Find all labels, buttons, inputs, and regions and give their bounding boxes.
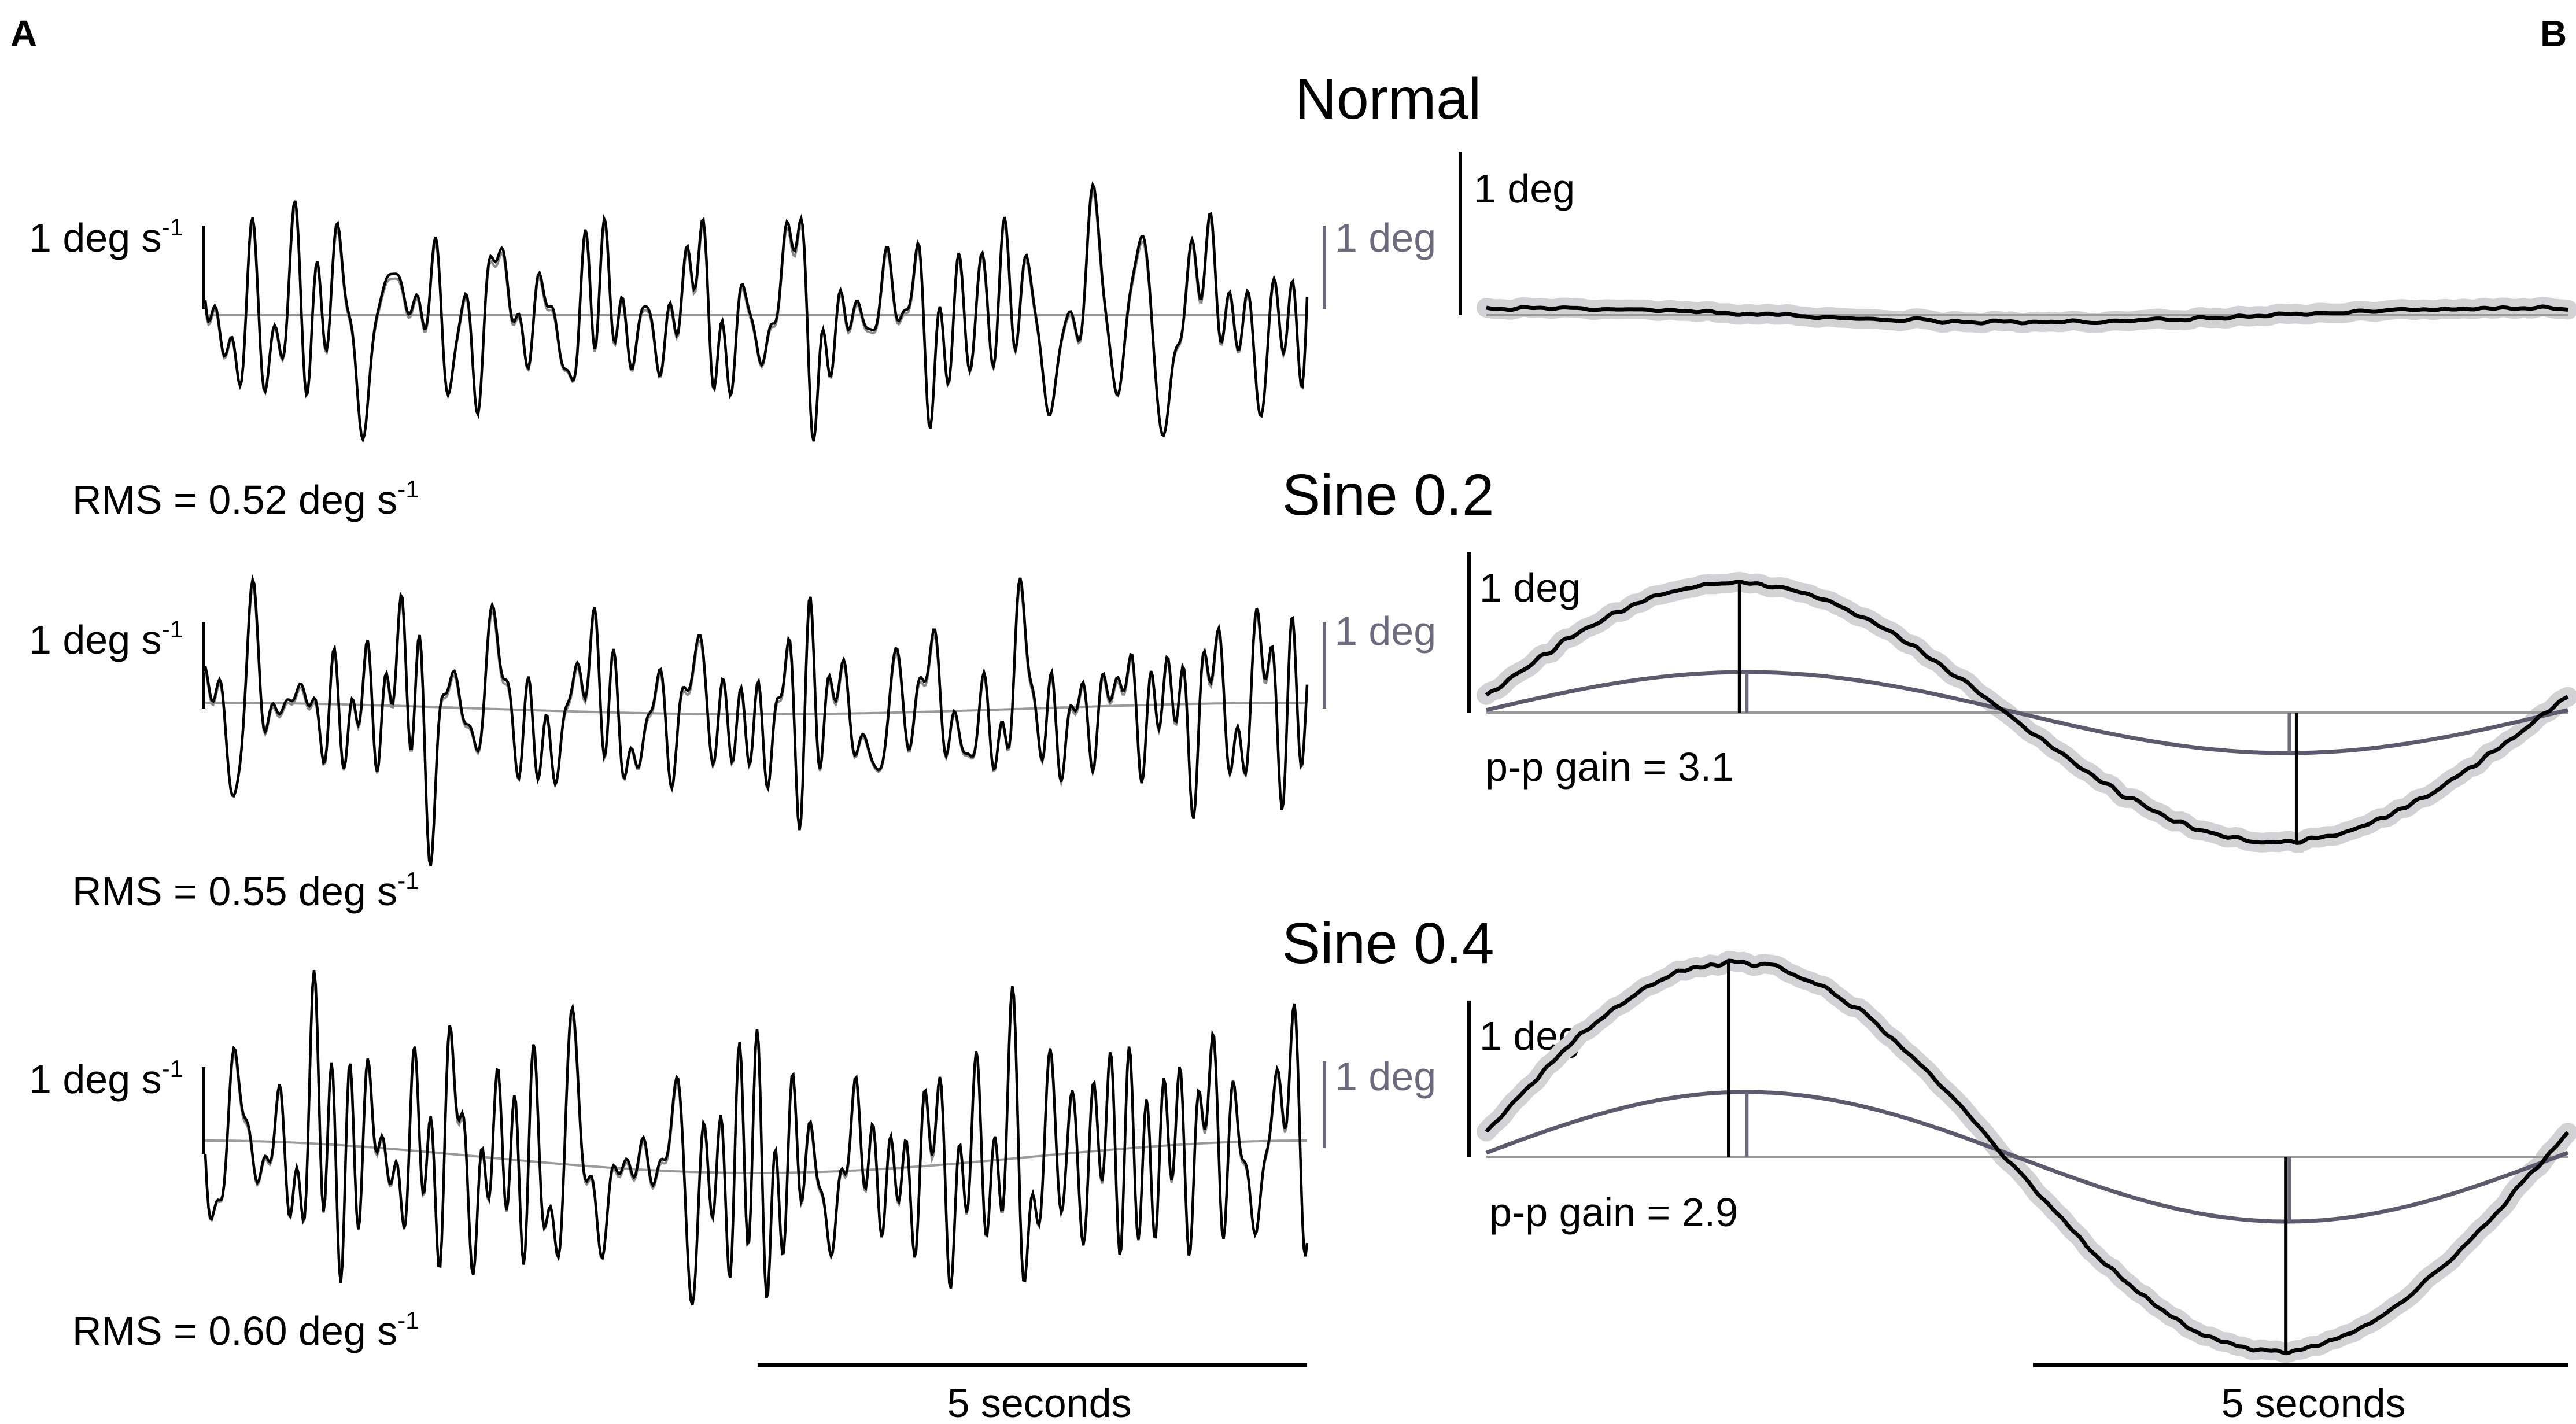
stimulus-velocity-trace [204, 978, 1308, 1305]
eye-position-trace [1486, 304, 2568, 326]
peak-markers [1727, 961, 2291, 1353]
panel-b-position: 1 deg 1 deg p-p gain = 3.1 1 deg p-p gai… [1459, 152, 2576, 1424]
eye-velocity-trace [204, 969, 1309, 1306]
peak-markers [1737, 581, 2298, 843]
rms-label: RMS = 0.52 deg s-1 [72, 475, 419, 522]
time-scalebar-label: 5 seconds [947, 1381, 1131, 1424]
gain-label: p-p gain = 2.9 [1489, 1190, 1738, 1235]
panel-label-a: A [10, 13, 37, 54]
velocity-scalebar-label: 1 deg s-1 [29, 213, 183, 260]
position-scalebar-label: 1 deg [1335, 1054, 1436, 1099]
time-scalebar-label: 5 seconds [2221, 1381, 2405, 1424]
position-scalebar-label: 1 deg [1479, 565, 1581, 610]
condition-title-sine04: Sine 0.4 [1282, 911, 1494, 976]
position-scalebar-label: 1 deg [1335, 215, 1436, 260]
stimulus-position-trace [1485, 1090, 2569, 1224]
velocity-scalebar-label: 1 deg s-1 [29, 615, 183, 662]
condition-title-sine02: Sine 0.2 [1282, 463, 1494, 527]
stimulus-velocity-trace [204, 189, 1308, 443]
position-scalebar-label: 1 deg [1335, 608, 1436, 654]
stimulus-velocity-trace [204, 582, 1308, 865]
panel-a-velocity: 1 deg s-1 1 deg RMS = 0.52 deg s-1 1 deg… [29, 181, 1436, 1424]
rms-label: RMS = 0.60 deg s-1 [72, 1307, 419, 1353]
eye-position-trace [1485, 958, 2570, 1356]
rms-label: RMS = 0.55 deg s-1 [72, 867, 419, 914]
eye-velocity-trace [204, 181, 1309, 444]
eye-position-trace [1485, 580, 2569, 845]
panel-label-b: B [2540, 13, 2567, 54]
stimulus-velocity-baseline [205, 702, 1307, 715]
condition-title-normal: Normal [1295, 67, 1481, 131]
position-scalebar-label: 1 deg [1474, 166, 1575, 211]
eye-velocity-trace [204, 574, 1309, 866]
stimulus-position-trace [1486, 670, 2568, 755]
velocity-scalebar-label: 1 deg s-1 [29, 1055, 183, 1102]
gain-label: p-p gain = 3.1 [1485, 744, 1734, 790]
